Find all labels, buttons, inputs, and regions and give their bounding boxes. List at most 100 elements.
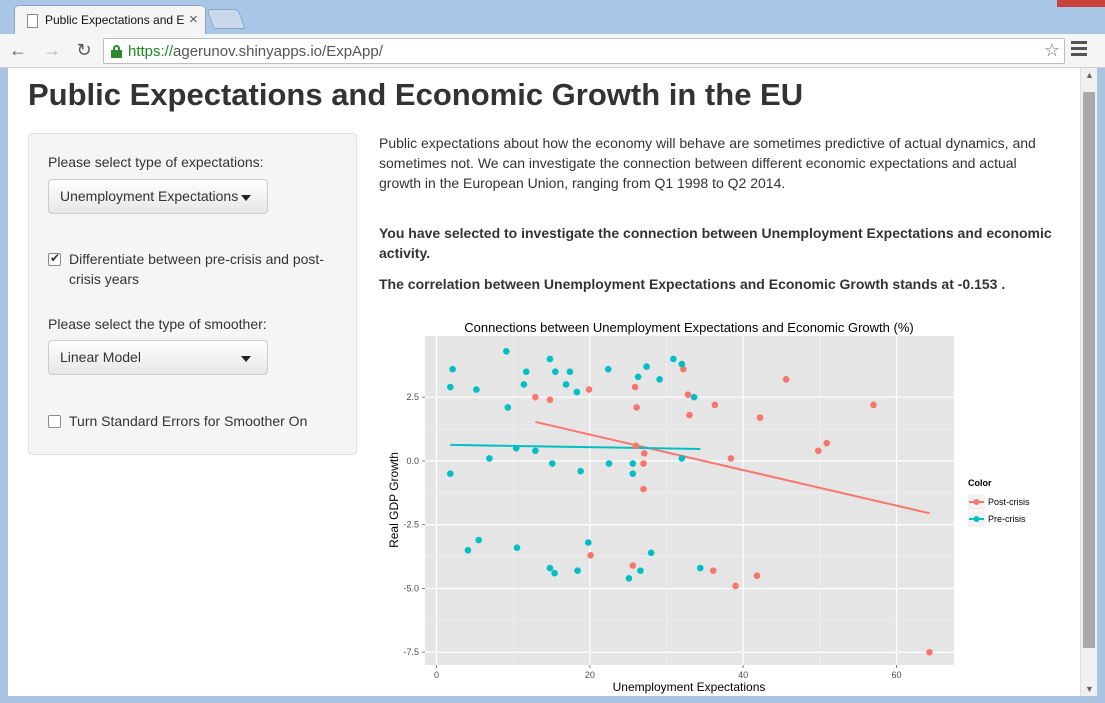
data-point-post-crisis <box>815 447 822 455</box>
address-bar[interactable]: https://agerunov.shinyapps.io/ExpApp/ ☆ <box>103 38 1065 64</box>
smoother-select[interactable]: Linear Model <box>48 340 268 375</box>
bookmark-star-icon[interactable]: ☆ <box>1043 40 1060 60</box>
legend-key-point <box>973 499 980 505</box>
data-point-post-crisis <box>629 562 637 569</box>
data-point-post-crisis <box>711 401 719 409</box>
x-axis-label: Unemployment Expectations <box>613 680 766 694</box>
data-point-pre-crisis <box>512 444 520 452</box>
vertical-scrollbar[interactable]: ▲ ▼ <box>1080 68 1097 696</box>
differentiate-label: Differentiate between pre-crisis and pos… <box>69 251 324 287</box>
data-point-post-crisis <box>632 442 640 449</box>
sidebar-panel: Please select type of expectations: Unem… <box>28 133 357 455</box>
fit-line-pre-crisis <box>450 443 701 450</box>
expectations-label: Please select type of expectations: <box>48 154 264 170</box>
y-tick-label: 0.0 <box>406 456 419 466</box>
data-point-pre-crisis <box>577 467 584 475</box>
browser-titlebar: Public Expectations and Ec × <box>0 0 1105 35</box>
data-point-post-crisis <box>756 414 764 421</box>
data-point-pre-crisis <box>566 368 574 376</box>
new-tab-button[interactable] <box>206 9 246 29</box>
y-tick-label: -7.5 <box>403 647 419 657</box>
data-point-post-crisis <box>684 391 692 398</box>
data-point-pre-crisis <box>546 564 554 572</box>
legend-entry-label: Pre-crisis <box>988 514 1026 524</box>
data-point-pre-crisis <box>464 546 472 554</box>
data-point-pre-crisis <box>643 363 650 370</box>
caret-down-icon <box>241 356 251 362</box>
x-tick-label: 0 <box>434 670 439 680</box>
scrollbar-thumb[interactable] <box>1083 92 1095 648</box>
x-tick-label: 60 <box>891 670 901 680</box>
plot-svg: Connections between Unemployment Expecta… <box>387 320 1030 694</box>
data-point-pre-crisis <box>502 348 510 355</box>
data-point-pre-crisis <box>552 368 559 376</box>
y-tick-label: 2.5 <box>406 392 419 402</box>
expectations-select-value: Unemployment Expectations <box>60 188 239 204</box>
data-point-pre-crisis <box>504 404 512 411</box>
data-point-post-crisis <box>633 404 640 411</box>
chart-title: Connections between Unemployment Expecta… <box>464 320 913 335</box>
back-arrow-icon[interactable]: ← <box>9 40 27 60</box>
data-point-pre-crisis <box>629 470 637 478</box>
data-point-pre-crisis <box>656 376 663 383</box>
data-point-post-crisis <box>732 582 739 590</box>
data-point-post-crisis <box>727 455 735 462</box>
expectations-select[interactable]: Unemployment Expectations <box>48 179 268 214</box>
data-point-post-crisis <box>640 450 648 457</box>
data-point-pre-crisis <box>449 365 456 373</box>
data-point-post-crisis <box>680 365 687 373</box>
data-point-post-crisis <box>782 376 790 383</box>
document-icon <box>27 14 38 28</box>
correlation-statement: The correlation between Unemployment Exp… <box>379 276 1006 292</box>
data-point-pre-crisis <box>475 536 482 544</box>
data-point-pre-crisis <box>637 567 644 574</box>
y-tick-label: -5.0 <box>403 583 419 593</box>
data-point-post-crisis <box>870 401 877 409</box>
smoother-label: Please select the type of smoother: <box>48 316 267 332</box>
browser-tab[interactable]: Public Expectations and Ec × <box>14 5 206 35</box>
data-point-pre-crisis <box>625 574 633 582</box>
legend-title: Color <box>968 478 992 488</box>
data-point-pre-crisis <box>486 455 493 462</box>
scroll-down-icon[interactable]: ▼ <box>1085 684 1094 694</box>
data-point-pre-crisis <box>546 355 554 363</box>
data-point-pre-crisis <box>670 355 677 363</box>
fit-line-post-crisis <box>535 420 930 515</box>
data-point-pre-crisis <box>574 567 581 574</box>
browser-toolbar: ← → ↻ https://agerunov.shinyapps.io/ExpA… <box>0 34 1105 68</box>
stderr-checkbox[interactable] <box>48 415 61 428</box>
reload-icon[interactable]: ↻ <box>76 40 92 60</box>
data-point-pre-crisis <box>696 564 704 572</box>
tab-title: Public Expectations and Ec <box>45 13 185 27</box>
data-point-post-crisis <box>753 572 761 580</box>
scroll-up-icon[interactable]: ▲ <box>1085 70 1094 80</box>
stderr-label: Turn Standard Errors for Smoother On <box>69 413 308 429</box>
x-tick-label: 40 <box>738 670 748 680</box>
caret-down-icon <box>241 195 251 201</box>
data-point-pre-crisis <box>447 470 454 478</box>
data-point-pre-crisis <box>548 460 556 467</box>
data-point-post-crisis <box>640 460 647 467</box>
page-title: Public Expectations and Economic Growth … <box>28 77 804 112</box>
data-point-pre-crisis <box>678 360 686 368</box>
page-viewport: Public Expectations and Economic Growth … <box>8 68 1080 696</box>
data-point-post-crisis <box>926 648 933 656</box>
close-icon[interactable]: × <box>189 11 198 28</box>
menu-icon[interactable] <box>1071 41 1087 61</box>
data-point-post-crisis <box>546 396 554 404</box>
data-point-pre-crisis <box>573 388 581 396</box>
data-point-post-crisis <box>585 386 593 393</box>
data-point-post-crisis <box>587 552 594 559</box>
intro-paragraph: Public expectations about how the econom… <box>379 135 1036 191</box>
differentiate-checkbox[interactable] <box>48 251 61 266</box>
selected-statement: You have selected to investigate the con… <box>379 225 1052 261</box>
data-point-post-crisis <box>823 439 831 447</box>
window-close-button[interactable] <box>1057 0 1105 7</box>
data-point-post-crisis <box>709 567 717 574</box>
data-point-pre-crisis <box>629 460 637 467</box>
data-point-post-crisis <box>532 393 539 401</box>
data-point-pre-crisis <box>678 455 686 462</box>
forward-arrow-icon[interactable]: → <box>43 40 61 60</box>
data-point-pre-crisis <box>690 393 698 401</box>
window-frame <box>0 696 1105 703</box>
